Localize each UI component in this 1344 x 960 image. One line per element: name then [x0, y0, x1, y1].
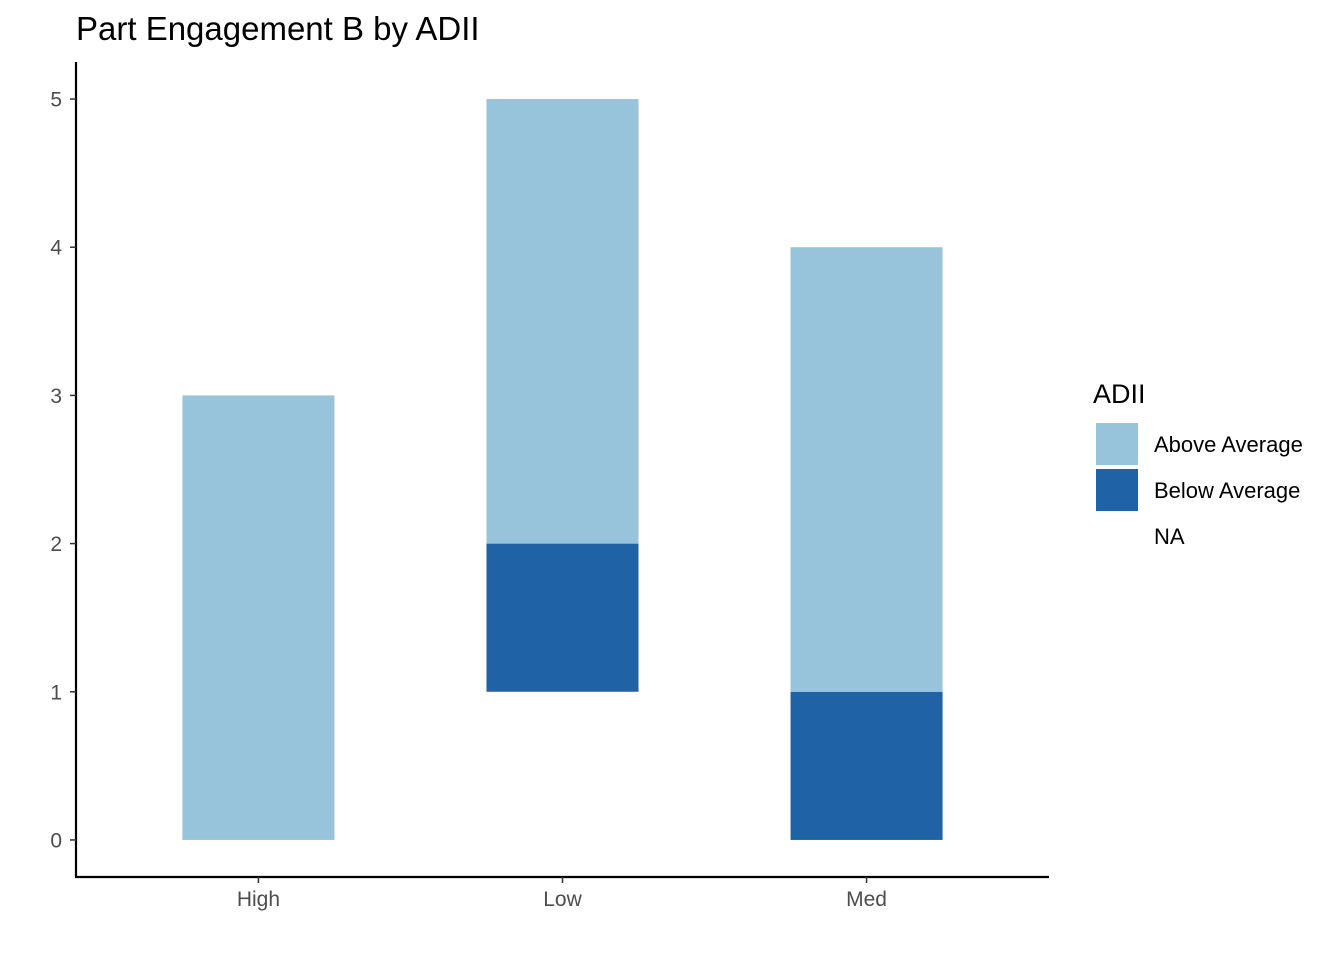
y-tick-label-5: 5	[50, 89, 62, 112]
x-tick-label-0: High	[237, 888, 280, 911]
bar-above-average-low	[486, 99, 639, 544]
legend-swatch-above-average	[1096, 423, 1138, 465]
bar-above-average-med	[790, 247, 943, 692]
y-tick-label-1: 1	[50, 681, 62, 704]
y-tick-label-2: 2	[50, 533, 62, 556]
y-tick-label-0: 0	[50, 829, 62, 852]
bar-above-average-high	[182, 395, 335, 840]
legend-label-above-average: Above Average	[1154, 432, 1303, 457]
legend-swatch-na	[1096, 515, 1138, 557]
legend-swatch-below-average	[1096, 469, 1138, 511]
legend-title: ADII	[1093, 379, 1146, 409]
x-tick-label-1: Low	[543, 888, 582, 911]
x-tick-label-2: Med	[846, 888, 887, 911]
x-axis-ticks: High Low Med	[237, 877, 887, 911]
y-tick-label-3: 3	[50, 385, 62, 408]
bar-below-average-low	[486, 543, 639, 692]
bar-na-low	[486, 691, 639, 840]
y-tick-label-4: 4	[50, 237, 62, 260]
legend-label-below-average: Below Average	[1154, 478, 1300, 503]
chart-title: Part Engagement B by ADII	[76, 10, 480, 47]
y-axis-ticks: 0 1 2 3 4 5	[50, 89, 76, 852]
legend-label-na: NA	[1154, 524, 1185, 549]
bar-below-average-med	[790, 691, 943, 840]
bars-layer	[182, 99, 943, 840]
legend: ADII Above Average Below Average NA	[1093, 379, 1303, 557]
